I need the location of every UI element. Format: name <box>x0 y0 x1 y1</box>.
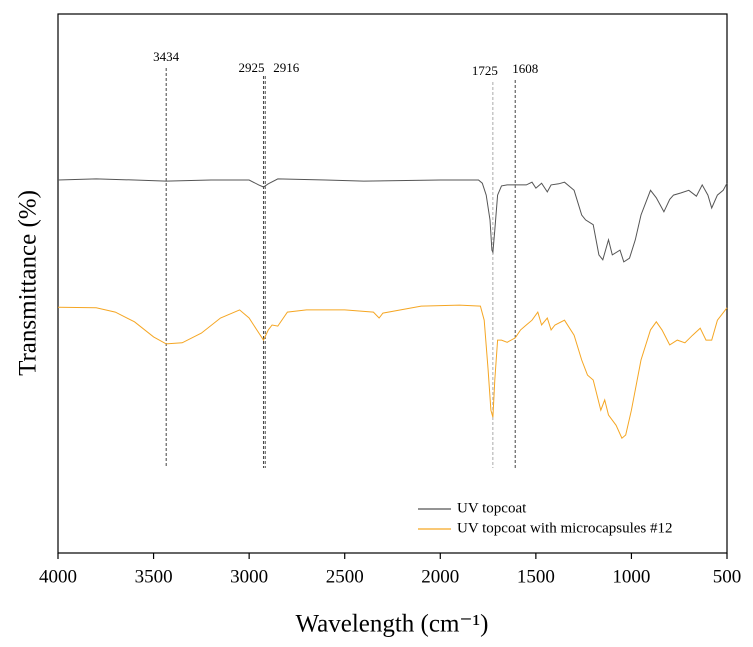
x-tick-label: 500 <box>713 566 742 587</box>
plot-frame <box>57 13 728 554</box>
x-tick-label: 3000 <box>230 566 268 587</box>
x-tick-label: 3500 <box>135 566 173 587</box>
annotation-label: 3434 <box>153 49 180 64</box>
annotation-label: 1608 <box>512 61 538 76</box>
legend-label: UV topcoat with microcapsules #12 <box>457 520 673 536</box>
x-tick-label: 1500 <box>517 566 555 587</box>
annotation-label: 1725 <box>472 63 498 78</box>
x-tick-label: 4000 <box>39 566 77 587</box>
y-axis-label: Transmittance (%) <box>15 190 42 376</box>
annotation-label: 2916 <box>273 60 300 75</box>
x-axis-label: Wavelength (cm⁻¹) <box>296 611 489 638</box>
x-tick-label: 2500 <box>326 566 364 587</box>
line-series <box>57 304 728 440</box>
line-series <box>57 178 728 263</box>
annotation-label: 2925 <box>238 60 264 75</box>
legend-label: UV topcoat <box>457 500 527 516</box>
x-tick-label: 2000 <box>421 566 459 587</box>
x-tick-label: 1000 <box>612 566 650 587</box>
